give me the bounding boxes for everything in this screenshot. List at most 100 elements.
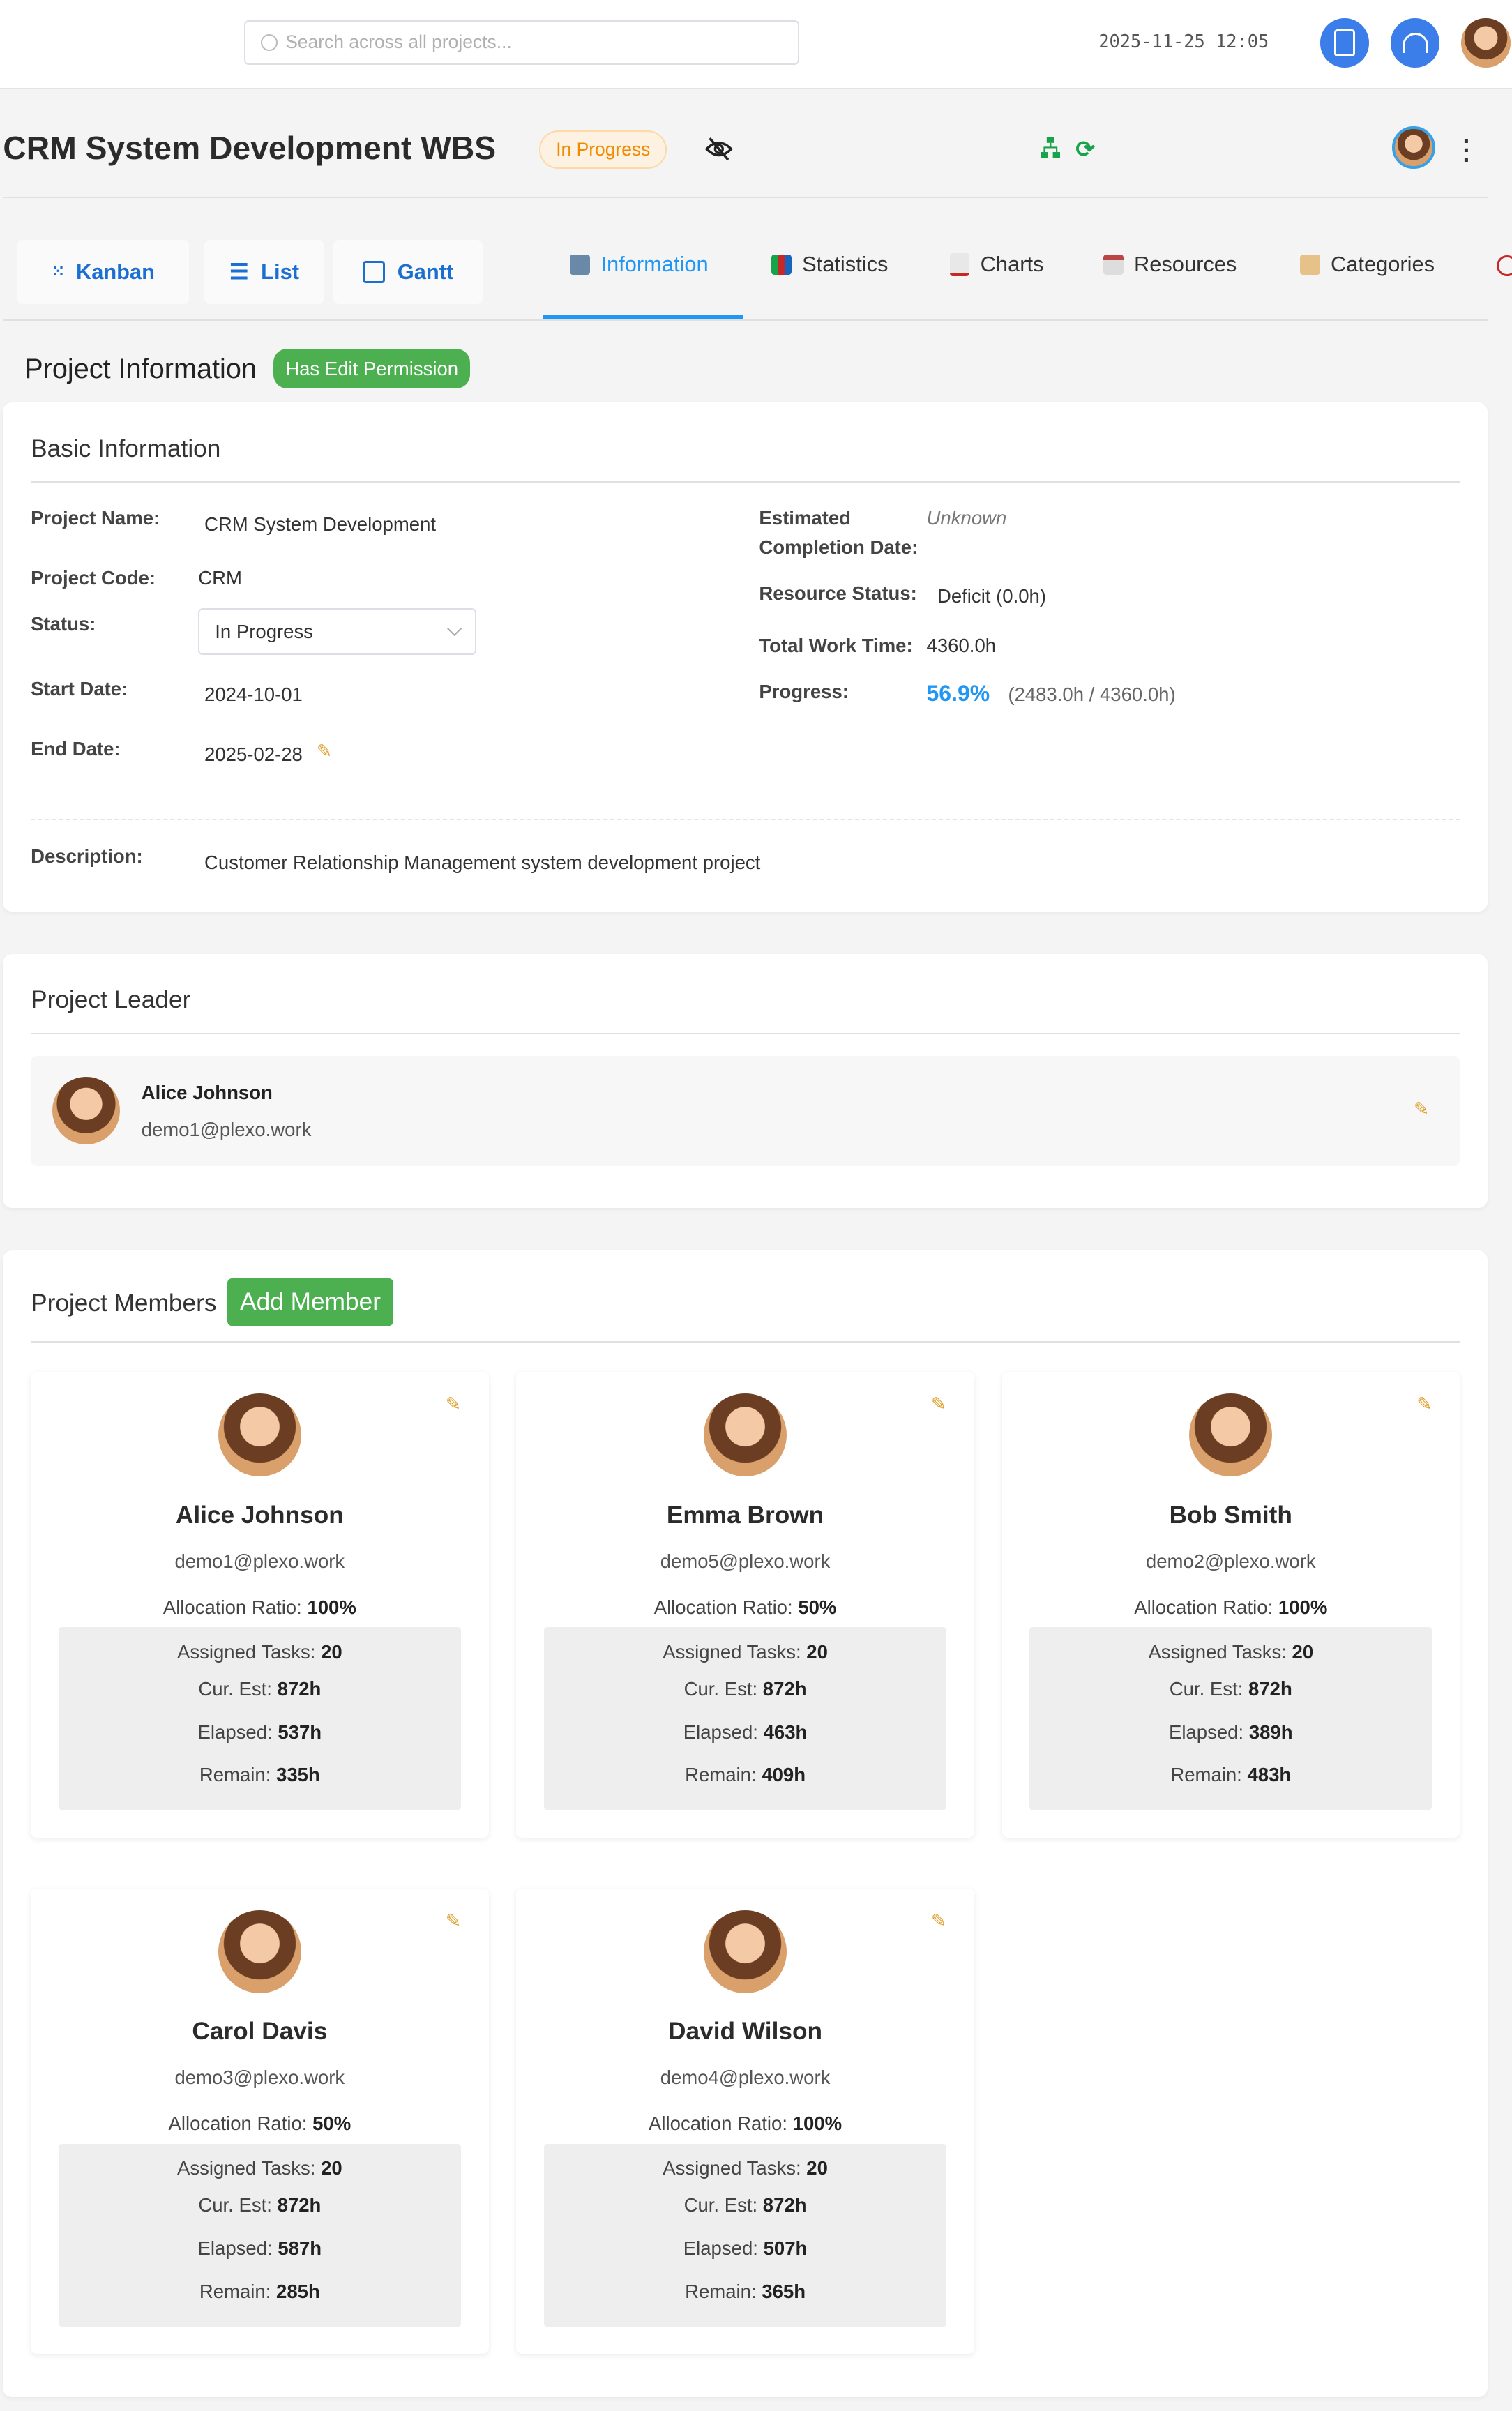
member-name: Alice Johnson (175, 1501, 344, 1529)
search-input[interactable]: Search across all projects... (244, 20, 799, 65)
grid-dots-icon: ⁙ (51, 262, 65, 282)
edit-member-icon[interactable]: ✎ (1416, 1393, 1432, 1415)
member-name: Bob Smith (1169, 1501, 1292, 1529)
assigned-tasks: Assigned Tasks: 20 (176, 1641, 342, 1663)
member-stats: Assigned Tasks: 20 Cur. Est: 872h Elapse… (58, 2143, 461, 2327)
status-label: Status: (31, 613, 96, 635)
remaining: Remain: 409h (685, 1764, 806, 1786)
member-stats: Assigned Tasks: 20 Cur. Est: 872h Elapse… (58, 1627, 461, 1811)
edit-leader-icon[interactable]: ✎ (1413, 1098, 1430, 1120)
member-avatar (218, 1910, 301, 1993)
active-tab-indicator (542, 315, 744, 320)
leader-name: Alice Johnson (141, 1082, 273, 1104)
gantt-label: Gantt (397, 259, 454, 284)
start-date-label: Start Date: (31, 677, 128, 700)
calendar-icon (362, 260, 386, 284)
divider (3, 319, 1488, 322)
kanban-view-button[interactable]: ⁙ Kanban (17, 239, 189, 305)
project-leader-card: Project Leader Alice Johnson demo1@plexo… (3, 954, 1488, 1208)
total-work-label: Total Work Time: (759, 634, 913, 656)
divider (31, 481, 1460, 483)
tab-label: Charts (980, 252, 1044, 277)
assigned-tasks: Assigned Tasks: 20 (663, 2157, 828, 2179)
status-select[interactable]: In Progress (198, 608, 476, 655)
assigned-tasks: Assigned Tasks: 20 (663, 1641, 828, 1663)
edit-member-icon[interactable]: ✎ (931, 1910, 947, 1931)
divider (31, 819, 1460, 821)
kanban-label: Kanban (75, 259, 155, 284)
user-avatar[interactable] (1461, 18, 1511, 68)
start-date-value: 2024-10-01 (204, 683, 303, 706)
card-title: Project Leader (31, 986, 191, 1014)
top-bar: Search across all projects... 2025-11-25… (0, 0, 1512, 89)
total-work-value: 4360.0h (926, 634, 997, 656)
tab-label: Statistics (802, 252, 889, 277)
datetime: 2025-11-25 12:05 (1098, 31, 1269, 52)
search-placeholder: Search across all projects... (285, 31, 512, 53)
refresh-icon[interactable]: ⟳ (1075, 136, 1095, 163)
member-card: ✎ Emma Brown demo5@plexo.work Allocation… (516, 1372, 974, 1838)
resource-status-label: Resource Status: (759, 582, 917, 605)
calendar-icon (1103, 255, 1124, 275)
alarm-clock-icon[interactable] (1496, 255, 1512, 276)
tab-statistics[interactable]: Statistics (771, 252, 888, 277)
more-vertical-icon[interactable]: · · · (1462, 128, 1472, 174)
leader-email: demo1@plexo.work (141, 1118, 312, 1140)
list-label: List (261, 259, 299, 284)
leader-avatar[interactable] (1392, 126, 1435, 169)
description-value: Customer Relationship Management system … (204, 851, 761, 873)
elapsed: Elapsed: 587h (197, 2237, 322, 2259)
info-icon (570, 255, 591, 275)
member-card: ✎ David Wilson demo4@plexo.work Allocati… (516, 1888, 974, 2355)
tab-resources[interactable]: Resources (1103, 252, 1237, 277)
est-completion-value: Unknown (926, 507, 1007, 529)
edit-member-icon[interactable]: ✎ (445, 1393, 461, 1415)
list-icon: ☰ (229, 259, 249, 284)
member-allocation: Allocation Ratio: 100% (1134, 1596, 1328, 1619)
member-allocation: Allocation Ratio: 50% (168, 2113, 351, 2135)
tab-label: Information (600, 252, 709, 277)
remaining: Remain: 335h (199, 1764, 320, 1786)
member-card: ✎ Bob Smith demo2@plexo.work Allocation … (1001, 1372, 1460, 1838)
current-estimate: Cur. Est: 872h (1169, 1677, 1292, 1700)
current-estimate: Cur. Est: 872h (683, 1677, 807, 1700)
member-email: demo2@plexo.work (1145, 1550, 1316, 1573)
member-name: David Wilson (668, 2017, 823, 2045)
edit-member-icon[interactable]: ✎ (931, 1393, 947, 1415)
book-button[interactable] (1320, 18, 1370, 68)
eye-off-icon[interactable] (704, 137, 734, 167)
leader-avatar (52, 1077, 120, 1145)
member-email: demo5@plexo.work (660, 1550, 831, 1573)
tab-label: Resources (1133, 252, 1237, 277)
member-avatar (218, 1393, 301, 1477)
list-view-button[interactable]: ☰ List (204, 239, 324, 305)
org-chart-icon[interactable] (1040, 137, 1061, 166)
tab-information[interactable]: Information (570, 252, 709, 277)
member-stats: Assigned Tasks: 20 Cur. Est: 872h Elapse… (543, 2143, 947, 2327)
member-stats: Assigned Tasks: 20 Cur. Est: 872h Elapse… (1029, 1627, 1432, 1811)
member-email: demo1@plexo.work (174, 1550, 345, 1573)
card-title: Basic Information (31, 434, 221, 462)
end-date-label: End Date: (31, 737, 121, 759)
progress-value: 56.9% (926, 681, 990, 706)
add-member-button[interactable]: Add Member (227, 1278, 394, 1327)
tab-charts[interactable]: Charts (949, 252, 1044, 277)
divider (3, 197, 1488, 199)
edit-member-icon[interactable]: ✎ (445, 1910, 461, 1931)
project-code-value: CRM (198, 566, 242, 589)
project-members-card: Project Members Add Member ✎ Alice Johns… (3, 1250, 1488, 2398)
tab-categories[interactable]: Categories (1299, 252, 1435, 277)
member-stats: Assigned Tasks: 20 Cur. Est: 872h Elapse… (543, 1627, 947, 1811)
card-title: Project Members (31, 1289, 217, 1317)
member-avatar (1189, 1393, 1273, 1477)
chevron-down-icon (446, 621, 462, 636)
current-estimate: Cur. Est: 872h (198, 2194, 322, 2216)
remaining: Remain: 365h (685, 2280, 806, 2302)
gantt-view-button[interactable]: Gantt (333, 239, 483, 305)
headset-icon (1402, 32, 1428, 54)
project-name-value: CRM System Development (204, 513, 437, 535)
support-button[interactable] (1390, 18, 1440, 68)
line-chart-icon (949, 253, 970, 276)
pencil-icon[interactable]: ✎ (316, 740, 332, 762)
